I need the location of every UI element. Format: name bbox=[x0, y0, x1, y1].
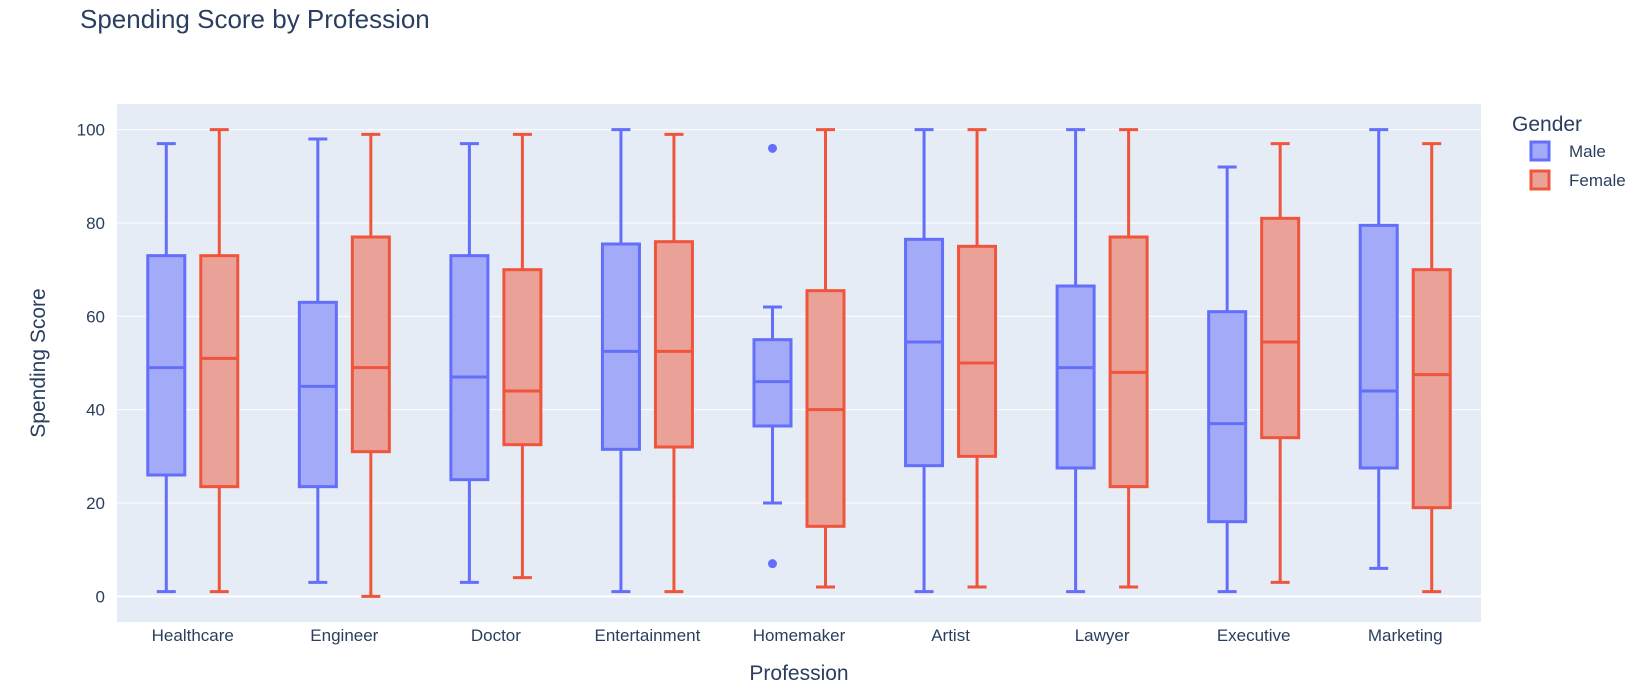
box-female-engineer bbox=[350, 132, 391, 598]
y-tick-label: 80 bbox=[86, 214, 105, 233]
box-iqr bbox=[1260, 216, 1301, 440]
x-tick-label: Healthcare bbox=[152, 626, 234, 645]
box-iqr bbox=[350, 235, 391, 454]
y-axis-ticks: 0 20 40 60 80 100 bbox=[77, 121, 105, 607]
gridlines bbox=[117, 129, 1481, 598]
box-female-healthcare bbox=[199, 128, 240, 594]
box-male-executive bbox=[1207, 165, 1248, 594]
box-iqr bbox=[600, 242, 641, 451]
legend: Gender Male Female bbox=[1512, 113, 1626, 191]
box-female-marketing bbox=[1411, 142, 1452, 594]
x-tick-label: Lawyer bbox=[1075, 626, 1130, 645]
chart-title: Spending Score by Profession bbox=[80, 4, 430, 34]
x-axis-title: Profession bbox=[749, 662, 848, 685]
legend-label-female: Female bbox=[1569, 171, 1626, 190]
box-iqr bbox=[146, 254, 187, 477]
y-tick-label: 40 bbox=[86, 401, 105, 420]
x-tick-label: Artist bbox=[931, 626, 970, 645]
box-iqr bbox=[1207, 310, 1248, 524]
boxes bbox=[146, 128, 1452, 598]
box-male-entertainment bbox=[600, 128, 641, 594]
box-iqr bbox=[297, 300, 338, 489]
x-tick-label: Entertainment bbox=[595, 626, 701, 645]
x-tick-label: Executive bbox=[1217, 626, 1291, 645]
box-iqr bbox=[1358, 223, 1399, 470]
legend-swatch-male bbox=[1529, 140, 1551, 162]
box-male-engineer bbox=[297, 137, 338, 584]
y-tick-label: 60 bbox=[86, 307, 105, 326]
box-male-homemaker bbox=[752, 143, 793, 569]
x-tick-label: Marketing bbox=[1368, 626, 1443, 645]
legend-label-male: Male bbox=[1569, 142, 1606, 161]
x-tick-label: Engineer bbox=[310, 626, 378, 645]
box-female-doctor bbox=[502, 132, 543, 580]
box-female-homemaker bbox=[805, 128, 846, 589]
box-female-entertainment bbox=[653, 132, 694, 594]
y-axis-title: Spending Score bbox=[27, 288, 50, 437]
box-iqr bbox=[449, 254, 490, 482]
box-iqr bbox=[653, 240, 694, 449]
box-iqr bbox=[904, 237, 945, 468]
box-iqr bbox=[1411, 268, 1452, 510]
x-axis-ticks: Healthcare Engineer Doctor Entertainment Hom… bbox=[152, 626, 1443, 645]
y-tick-label: 0 bbox=[96, 587, 105, 606]
box-male-lawyer bbox=[1055, 128, 1096, 594]
box-iqr bbox=[1108, 235, 1149, 489]
legend-swatch-female bbox=[1529, 169, 1551, 191]
box-iqr bbox=[1055, 284, 1096, 470]
box-female-executive bbox=[1260, 142, 1301, 584]
plot-area bbox=[117, 104, 1481, 622]
box-male-healthcare bbox=[146, 142, 187, 594]
x-tick-label: Homemaker bbox=[753, 626, 846, 645]
box-male-doctor bbox=[449, 142, 490, 584]
outlier-point bbox=[768, 143, 777, 153]
legend-title: Gender bbox=[1512, 113, 1582, 136]
x-tick-label: Doctor bbox=[471, 626, 521, 645]
outlier-point bbox=[768, 559, 777, 569]
box-female-artist bbox=[957, 128, 998, 589]
y-tick-label: 100 bbox=[77, 121, 105, 140]
box-iqr bbox=[957, 244, 998, 458]
y-tick-label: 20 bbox=[86, 494, 105, 513]
box-male-artist bbox=[904, 128, 945, 594]
box-female-lawyer bbox=[1108, 128, 1149, 589]
box-male-marketing bbox=[1358, 128, 1399, 570]
box-iqr bbox=[502, 268, 543, 447]
box-iqr bbox=[199, 254, 240, 489]
